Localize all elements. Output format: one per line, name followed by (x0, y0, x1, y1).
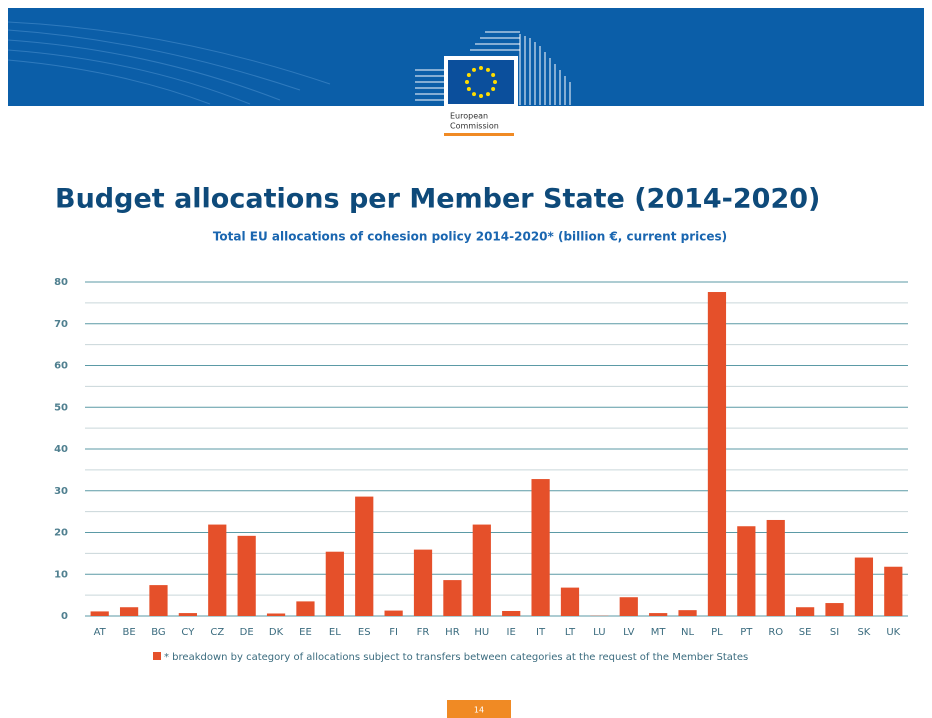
bar (502, 610, 521, 616)
y-tick-label: 60 (54, 361, 68, 372)
bar (90, 611, 109, 616)
bar (178, 613, 197, 616)
bar (355, 496, 374, 616)
star (466, 73, 471, 77)
x-tick-label: UK (886, 627, 900, 638)
x-tick-label: EL (329, 627, 341, 638)
x-tick-label: SK (857, 627, 870, 638)
x-tick-label: DE (240, 627, 254, 638)
x-tick-label: SI (830, 627, 839, 638)
bar (531, 479, 550, 616)
x-tick-label: NL (681, 627, 694, 638)
star (491, 73, 496, 77)
y-tick-label: 0 (61, 611, 68, 622)
y-tick-label: 80 (54, 277, 68, 288)
star (466, 87, 471, 91)
y-tick-label: 10 (54, 569, 68, 580)
logo-text: Commission (450, 122, 499, 131)
building (415, 31, 571, 105)
bar (649, 613, 668, 616)
x-tick-label: MT (651, 627, 667, 638)
bar (208, 524, 227, 616)
bar (766, 519, 785, 616)
x-tick-label: CZ (210, 627, 224, 638)
x-tick-label: IT (536, 627, 546, 638)
chart-subtitle: Total EU allocations of cohesion policy … (213, 230, 727, 244)
x-tick-label: PT (740, 627, 753, 638)
x-tick-label: HR (445, 627, 460, 638)
y-tick-label: 50 (54, 402, 68, 413)
y-tick-label: 70 (54, 319, 68, 330)
bar (854, 557, 874, 616)
bar (707, 292, 727, 616)
x-tick-label: LV (623, 627, 634, 638)
bar (825, 603, 844, 616)
x-tick-label: FR (417, 627, 430, 638)
header-waves (7, 21, 331, 105)
bar (737, 526, 756, 616)
x-tick-label: EE (299, 627, 312, 638)
y-tick-label: 20 (54, 528, 68, 539)
x-tick-label: FI (389, 627, 398, 638)
footnote: * breakdown by category of allocations s… (164, 652, 748, 663)
x-tick-label: LT (565, 627, 576, 638)
x-tick-label: SE (799, 627, 812, 638)
bar (678, 610, 697, 616)
logo-underline (444, 133, 514, 136)
bar (413, 549, 433, 616)
star (493, 80, 497, 84)
bar (619, 597, 638, 616)
bar (443, 580, 462, 616)
x-tick-label: HU (474, 627, 489, 638)
note-swatch (153, 652, 161, 660)
x-tick-label: ES (358, 627, 371, 638)
bar (384, 610, 403, 616)
flag-stars (465, 66, 497, 98)
bar (560, 587, 580, 616)
star (465, 80, 469, 84)
bar (266, 613, 286, 616)
star (472, 67, 476, 72)
x-tick-label: BE (122, 627, 135, 638)
x-tick-label: LU (593, 627, 605, 638)
x-tick-label: RO (768, 627, 783, 638)
y-tick-label: 30 (54, 486, 68, 497)
y-tick-label: 40 (54, 444, 68, 455)
page-number: 14 (474, 706, 484, 715)
star (491, 87, 496, 91)
x-tick-label: DK (269, 627, 284, 638)
x-tick-label: BG (151, 627, 165, 638)
x-tick-label: PL (711, 627, 723, 638)
star (472, 92, 476, 97)
x-tick-label: IE (507, 627, 516, 638)
star (479, 94, 483, 98)
star (486, 92, 490, 97)
bar (296, 601, 315, 616)
bar (884, 566, 903, 616)
logo-text: European (450, 112, 488, 121)
x-tick-label: CY (181, 627, 195, 638)
page-number-box (447, 700, 511, 718)
bar (796, 607, 815, 616)
chart-title: Budget allocations per Member State (201… (55, 184, 820, 215)
bar (149, 585, 168, 616)
bar (119, 607, 139, 616)
bar (472, 524, 491, 616)
bar (237, 535, 256, 616)
plot: 0 10 20 30 40 50 60 70 80 AT BE BG CY CZ DE DK EE EL ES FI F… (54, 277, 908, 638)
x-tick-label: AT (94, 627, 107, 638)
star (479, 66, 483, 70)
bar (325, 551, 344, 616)
star (486, 67, 490, 72)
